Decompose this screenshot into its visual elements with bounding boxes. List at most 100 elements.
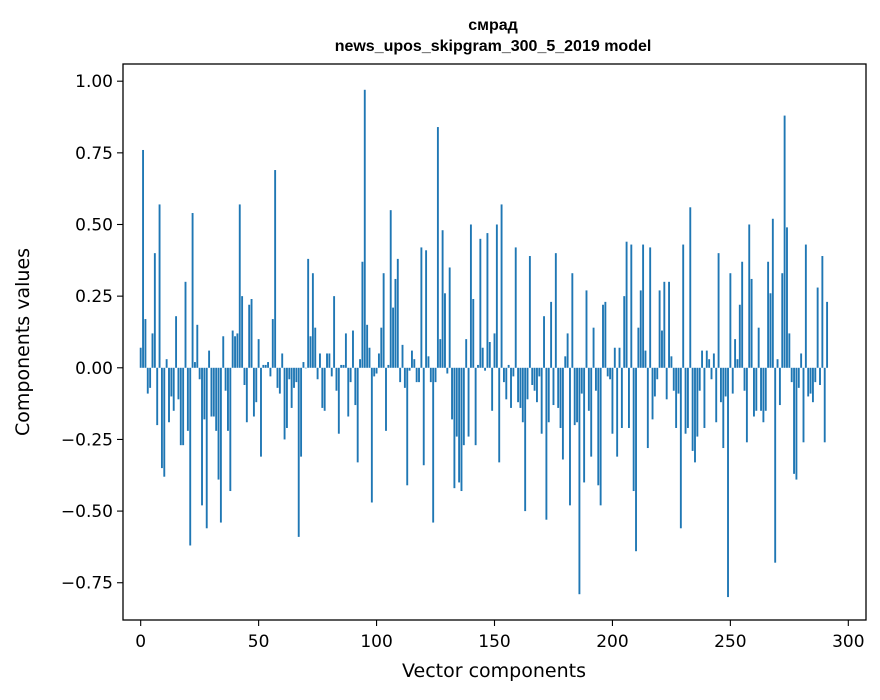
bar-114 (408, 367, 411, 371)
bar-122 (427, 356, 430, 368)
bar-168 (536, 367, 538, 403)
bar-228 (677, 367, 680, 394)
bar-61 (283, 367, 286, 440)
bar-134 (455, 367, 458, 437)
bar-209 (632, 367, 635, 492)
bar-59 (278, 367, 281, 394)
bar-212 (639, 290, 642, 368)
bar-201 (613, 347, 616, 368)
bar-217 (651, 367, 654, 420)
bar-265 (764, 367, 767, 411)
bar-140 (469, 224, 472, 368)
bar-191 (590, 367, 593, 457)
bar-252 (734, 339, 737, 368)
bar-56 (271, 319, 274, 368)
bar-2 (144, 319, 147, 368)
bar-179 (561, 367, 564, 460)
bar-53 (264, 364, 267, 368)
bar-243 (712, 353, 715, 368)
bar-54 (267, 362, 270, 368)
bar-7 (156, 367, 159, 426)
x-tick-label: 250 (714, 632, 746, 652)
bar-276 (790, 367, 793, 383)
bar-184 (573, 367, 576, 426)
bar-162 (521, 367, 524, 423)
bar-23 (193, 362, 196, 368)
bar-255 (741, 261, 744, 368)
x-tick-label: 200 (596, 632, 628, 652)
bar-206 (625, 241, 628, 368)
bars-group (139, 89, 829, 598)
bar-92 (356, 367, 359, 463)
bar-52 (262, 364, 265, 368)
bar-277 (793, 367, 796, 474)
bar-127 (439, 339, 442, 368)
x-axis-label: Vector components (402, 660, 586, 682)
bar-35 (222, 336, 225, 368)
bar-18 (182, 367, 185, 446)
bar-290 (823, 367, 826, 443)
bar-0 (139, 347, 142, 368)
bar-77 (321, 367, 324, 408)
bar-102 (380, 327, 383, 368)
bar-6 (153, 253, 156, 368)
bar-286 (814, 367, 817, 383)
bar-246 (719, 367, 722, 403)
bar-138 (465, 339, 468, 368)
bar-76 (319, 353, 321, 368)
bar-66 (295, 367, 298, 383)
bar-200 (611, 367, 614, 434)
bar-258 (748, 224, 751, 368)
bar-4 (149, 367, 152, 388)
bar-95 (363, 89, 366, 368)
x-tick-label: 0 (135, 632, 146, 652)
bar-199 (609, 367, 612, 380)
bar-289 (821, 256, 824, 368)
bar-165 (528, 256, 531, 368)
bar-112 (403, 367, 406, 388)
bar-183 (571, 273, 574, 368)
bar-285 (811, 367, 814, 403)
bar-264 (762, 367, 765, 423)
bar-242 (710, 367, 713, 380)
bar-79 (326, 353, 328, 368)
bar-159 (514, 247, 517, 368)
bar-194 (597, 367, 600, 486)
bar-104 (385, 367, 387, 431)
y-tick-label: 0.25 (75, 287, 113, 307)
bar-11 (165, 359, 168, 368)
bar-241 (708, 359, 711, 368)
bar-170 (540, 367, 543, 434)
bar-208 (630, 244, 633, 368)
bar-225 (670, 356, 673, 368)
bar-68 (300, 367, 303, 457)
bar-142 (474, 367, 477, 446)
bar-147 (486, 233, 489, 368)
bar-287 (816, 287, 819, 368)
bar-83 (335, 367, 338, 391)
bar-222 (663, 281, 666, 368)
bar-14 (172, 367, 175, 411)
bar-181 (566, 333, 569, 368)
bar-259 (750, 278, 753, 368)
bar-224 (668, 281, 670, 368)
bar-144 (479, 238, 482, 368)
bar-98 (370, 367, 373, 503)
bar-267 (769, 293, 772, 368)
bar-106 (389, 210, 392, 368)
bar-155 (505, 367, 508, 400)
bar-101 (377, 353, 380, 368)
bar-88 (347, 367, 350, 417)
bar-34 (219, 367, 222, 523)
bar-115 (411, 350, 413, 368)
bar-85 (340, 364, 343, 368)
bar-149 (491, 367, 494, 411)
bar-29 (208, 350, 211, 368)
bar-260 (753, 367, 755, 417)
bar-84 (337, 367, 340, 434)
bar-71 (307, 258, 310, 368)
bar-44 (243, 367, 246, 385)
x-tick-label: 50 (248, 632, 270, 652)
bar-57 (274, 170, 277, 368)
